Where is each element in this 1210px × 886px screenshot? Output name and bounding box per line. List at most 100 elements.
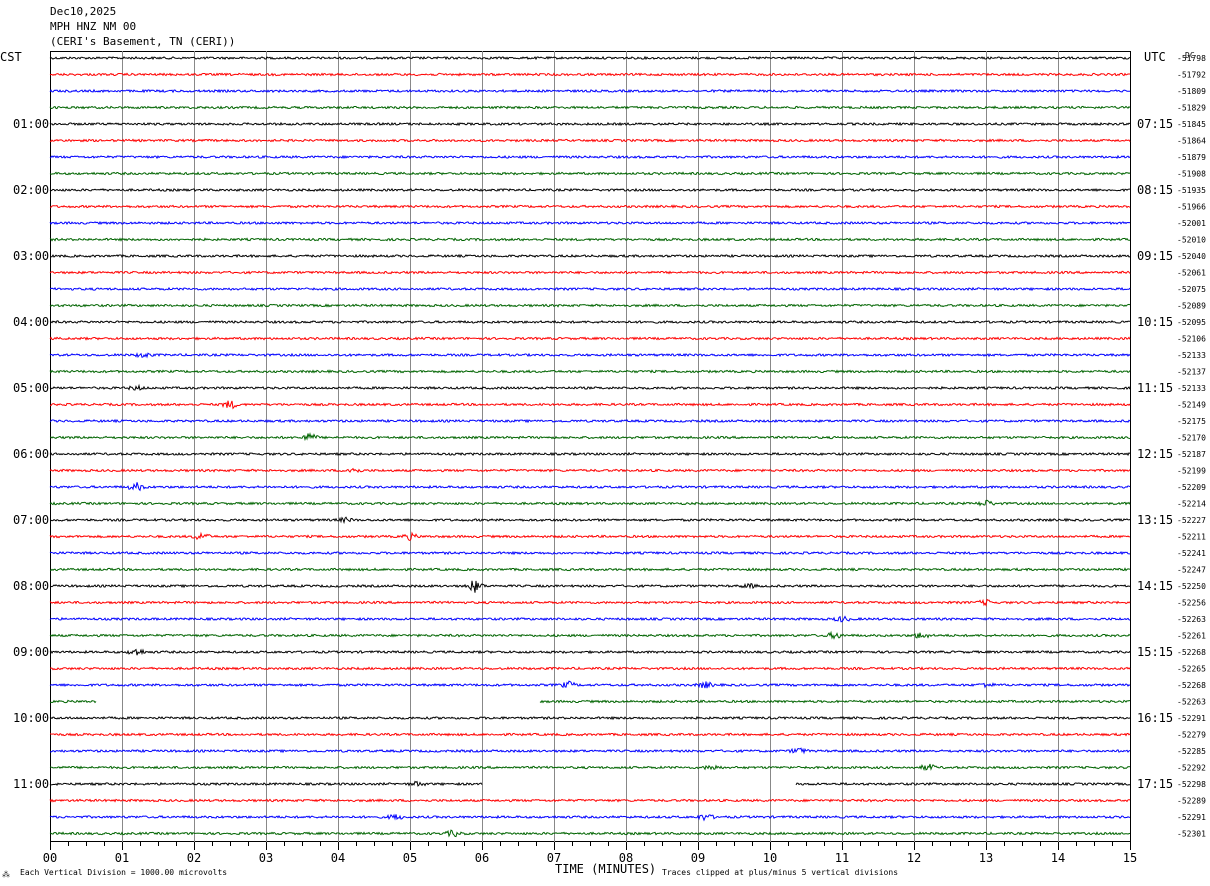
right-hour-label: 09:15: [1137, 249, 1173, 263]
x-tick-label: 08: [619, 851, 633, 865]
x-tick-label: 14: [1051, 851, 1065, 865]
dc-offset-label: -52075: [1177, 285, 1206, 294]
dc-offset-label: -52133: [1177, 384, 1206, 393]
dc-offset-label: -52209: [1177, 483, 1206, 492]
seismic-trace: [49, 567, 1130, 572]
right-hour-label: 10:15: [1137, 315, 1173, 329]
header-station: MPH HNZ NM 00: [50, 20, 136, 33]
dc-offset-label: -52133: [1177, 351, 1206, 360]
left-hour-label: 02:00: [13, 183, 49, 197]
right-hour-label: 17:15: [1137, 777, 1173, 791]
dc-offset-label: -52289: [1177, 797, 1206, 806]
seismic-trace: [49, 715, 1131, 721]
x-tick-label: 09: [691, 851, 705, 865]
dc-offset-label: -52247: [1177, 566, 1206, 575]
dc-offset-label: -52089: [1177, 302, 1206, 311]
right-hour-labels: 07:15 08:15 09:15 10:15 11:15 12:15 13:15 14:15…: [1137, 117, 1173, 791]
seismic-trace: [49, 187, 1130, 193]
dc-offset-label: -52241: [1177, 549, 1206, 558]
right-timezone-label: UTC: [1144, 50, 1166, 64]
seismic-trace: [49, 648, 1131, 656]
right-hour-label: 07:15: [1137, 117, 1173, 131]
right-hour-label: 08:15: [1137, 183, 1173, 197]
corner-mark: ⁂: [2, 870, 10, 879]
x-tick-label: 11: [835, 851, 849, 865]
seismic-trace: [49, 747, 1131, 755]
seismic-trace: [49, 432, 1131, 442]
trace-group: [49, 55, 1131, 838]
seismic-trace: [49, 451, 1131, 457]
dc-offset-label: -52199: [1177, 467, 1206, 476]
seismic-trace: [49, 253, 1131, 259]
right-hour-label: 16:15: [1137, 711, 1173, 725]
left-hour-label: 06:00: [13, 447, 49, 461]
dc-offset-label: -52285: [1177, 747, 1206, 756]
seismic-trace: [49, 220, 1131, 226]
seismic-trace: [49, 383, 1131, 391]
seismic-trace: [49, 171, 1131, 176]
left-timezone-label: CST: [0, 50, 22, 64]
header-location: (CERI's Basement, TN (CERI)): [50, 35, 235, 48]
x-tick-label: 13: [979, 851, 993, 865]
dc-offset-label: -52292: [1177, 764, 1206, 773]
seismic-trace: [49, 336, 1131, 341]
dc-offset-label: -52137: [1177, 368, 1206, 377]
left-hour-label: 05:00: [13, 381, 49, 395]
scale-note: Each Vertical Division = 1000.00 microvo…: [20, 868, 227, 877]
seismic-trace: [49, 680, 1131, 689]
dc-offset-label: -52211: [1177, 533, 1206, 542]
dc-offset-label: -51908: [1177, 170, 1206, 179]
dc-offset-label: -51966: [1177, 203, 1206, 212]
dc-offset-label: -52261: [1177, 632, 1206, 641]
seismic-trace: [49, 763, 1131, 772]
x-tick-label: 02: [187, 851, 201, 865]
left-hour-label: 08:00: [13, 579, 49, 593]
x-tick-label: 04: [331, 851, 345, 865]
x-tick-label: 07: [547, 851, 561, 865]
dc-offset-label: -52291: [1177, 714, 1206, 723]
seismic-trace: [49, 369, 1131, 374]
seismic-trace: [49, 303, 1131, 308]
seismic-trace: [49, 270, 1131, 275]
dc-offset-label: -52291: [1177, 813, 1206, 822]
x-tick-label: 00: [43, 851, 57, 865]
seismic-trace: [49, 204, 1131, 209]
x-tick-label: 12: [907, 851, 921, 865]
dc-offset-label: -52301: [1177, 830, 1206, 839]
seismic-trace: [49, 531, 1131, 541]
seismic-trace: [539, 699, 1131, 704]
seismic-trace: [49, 88, 1130, 94]
dc-offset-label: -52061: [1177, 269, 1206, 278]
seismic-trace: [795, 781, 1131, 787]
seismic-trace: [49, 482, 1131, 492]
seismic-trace: [49, 813, 1131, 822]
seismic-trace: [49, 780, 483, 787]
dc-offset-label: -51935: [1177, 186, 1206, 195]
left-hour-label: 10:00: [13, 711, 49, 725]
seismic-trace: [49, 699, 97, 704]
right-hour-label: 13:15: [1137, 513, 1173, 527]
seismic-trace: [49, 499, 1131, 507]
left-hour-label: 03:00: [13, 249, 49, 263]
right-hour-label: 14:15: [1137, 579, 1173, 593]
seismic-trace: [49, 732, 1131, 737]
x-axis-label: TIME (MINUTES): [555, 862, 656, 876]
dc-offset-label: -52040: [1177, 252, 1206, 261]
seismic-trace: [49, 72, 1131, 77]
dc-offset-label: -52214: [1177, 500, 1206, 509]
right-hour-label: 15:15: [1137, 645, 1173, 659]
seismic-trace: [49, 798, 1131, 803]
clip-note: Traces clipped at plus/minus 5 vertical …: [662, 868, 898, 877]
dc-offset-label: -52263: [1177, 698, 1206, 707]
x-tick-label: 05: [403, 851, 417, 865]
left-hour-label: 01:00: [13, 117, 49, 131]
seismic-trace: [49, 598, 1131, 607]
dc-offset-label: -52187: [1177, 450, 1206, 459]
x-tick-label: 10: [763, 851, 777, 865]
dc-offset-label: -52265: [1177, 665, 1206, 674]
left-hour-label: 11:00: [13, 777, 49, 791]
seismic-trace: [49, 138, 1131, 143]
seismic-trace: [49, 467, 1131, 473]
seismic-trace: [49, 154, 1131, 160]
minute-gridlines: [122, 51, 1059, 842]
